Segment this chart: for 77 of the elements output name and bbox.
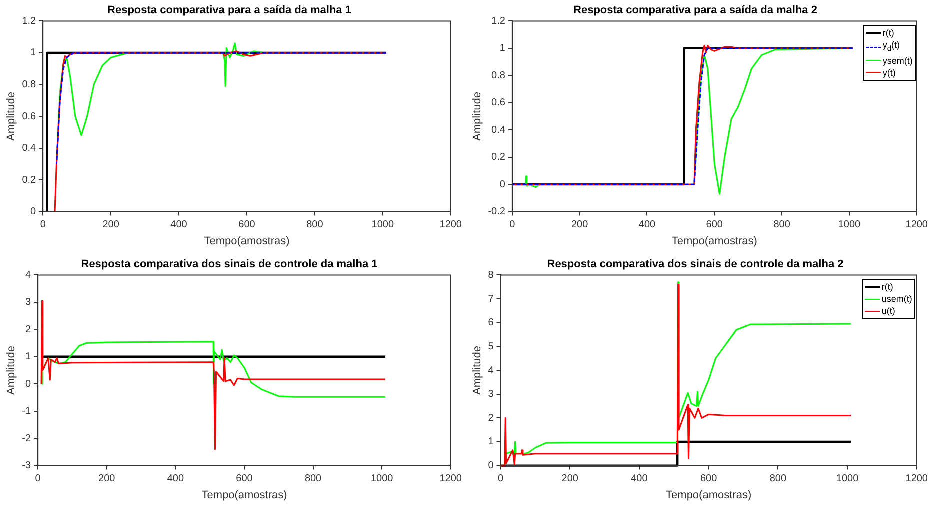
chart-title: Resposta comparativa para a saída da malha 2 <box>574 4 818 17</box>
x-tick-label: 400 <box>638 220 656 231</box>
y-tick-label: 1 <box>488 436 494 448</box>
y-tick-label: 0 <box>30 206 37 218</box>
x-tick-label: 1200 <box>440 220 462 231</box>
legend-label: u(t) <box>882 305 896 318</box>
y-tick-label: 1 <box>26 352 32 363</box>
x-tick-label: 200 <box>562 474 579 485</box>
y-tick-label: 0 <box>488 460 494 472</box>
x-tick-label: 800 <box>770 474 787 485</box>
x-axis-title: Tempo(amostras) <box>666 489 752 502</box>
x-tick-label: 1200 <box>440 474 462 485</box>
x-tick-label: 600 <box>706 220 724 231</box>
y-tick-label: -3 <box>22 460 32 472</box>
y-axis-title: Amplitude <box>6 346 18 395</box>
x-tick-label: 200 <box>98 474 116 485</box>
y-tick-label: 3 <box>488 389 494 400</box>
legend-label: y(t) <box>882 66 896 79</box>
x-tick-label: 800 <box>304 474 322 485</box>
y-tick-label: 0.4 <box>492 124 506 136</box>
y-axis-title: Amplitude <box>472 346 484 395</box>
x-tick-label: 600 <box>236 474 254 485</box>
chart-title: Resposta comparativa dos sinais de controle da malha 2 <box>547 258 844 271</box>
y-tick-label: 5 <box>488 341 494 352</box>
chart-title: Resposta comparativa dos sinais de controle da malha 1 <box>81 258 378 271</box>
y-axis-title: Amplitude <box>6 92 18 141</box>
x-tick-label: 1000 <box>372 220 394 231</box>
x-tick-label: 1000 <box>370 474 394 485</box>
y-tick-label: 0 <box>26 378 32 390</box>
legend-label: ysem(t) <box>882 54 913 67</box>
y-tick-label: -1 <box>22 406 32 418</box>
x-tick-label: 400 <box>167 474 184 485</box>
legend-label: r(t) <box>882 27 894 40</box>
y-tick-label: 2 <box>26 324 32 336</box>
y-axis-title: Amplitude <box>472 92 484 141</box>
y-tick-label: 3 <box>26 297 32 308</box>
y-tick-label: -2 <box>22 433 32 444</box>
x-tick-label: 200 <box>102 220 120 231</box>
y-tick-label: 0.2 <box>492 152 506 164</box>
y-tick-label: 1 <box>30 48 37 59</box>
y-tick-label: 4 <box>488 365 494 376</box>
x-tick-label: 1000 <box>838 220 862 231</box>
x-tick-label: 800 <box>306 220 324 231</box>
x-tick-label: 1200 <box>906 474 928 485</box>
y-tick-label: 1 <box>500 43 506 54</box>
y-tick-label: -0.2 <box>488 206 506 218</box>
legend-label: usem(t) <box>882 293 912 306</box>
x-tick-label: 400 <box>170 220 188 231</box>
x-axis-title: Tempo(amostras) <box>204 235 290 248</box>
x-axis-title: Tempo(amostras) <box>202 489 288 502</box>
x-tick-label: 800 <box>774 220 791 231</box>
y-tick-label: 0.2 <box>22 174 37 186</box>
legend-label: y$_{d}$(t) <box>882 39 900 55</box>
y-tick-label: 1.2 <box>492 16 506 27</box>
y-tick-label: 6 <box>488 318 494 329</box>
x-tick-label: 600 <box>238 220 256 231</box>
legend-label: r(t) <box>882 281 894 294</box>
chart-title: Resposta comparativa para a saída da malha 1 <box>108 4 352 17</box>
y-tick-label: 1.2 <box>22 16 37 27</box>
x-tick-label: 1000 <box>836 474 860 485</box>
x-tick-label: 600 <box>700 474 718 485</box>
y-tick-label: 0.6 <box>492 98 506 109</box>
y-tick-label: 0.8 <box>492 70 506 82</box>
y-tick-label: 4 <box>26 270 32 281</box>
x-tick-label: 400 <box>631 474 648 485</box>
y-tick-label: 0.6 <box>22 111 37 122</box>
x-tick-label: 0 <box>510 220 516 231</box>
x-tick-label: 200 <box>571 220 589 231</box>
y-tick-label: 2 <box>488 412 494 424</box>
y-tick-label: 8 <box>488 270 494 281</box>
y-tick-label: 0 <box>500 179 506 190</box>
x-tick-label: 1200 <box>906 220 928 231</box>
y-tick-label: 0.4 <box>22 143 37 154</box>
x-axis-title: Tempo(amostras) <box>672 235 758 248</box>
x-tick-label: 0 <box>40 220 46 231</box>
y-tick-label: 0.8 <box>22 79 37 90</box>
y-tick-label: 7 <box>488 294 494 305</box>
